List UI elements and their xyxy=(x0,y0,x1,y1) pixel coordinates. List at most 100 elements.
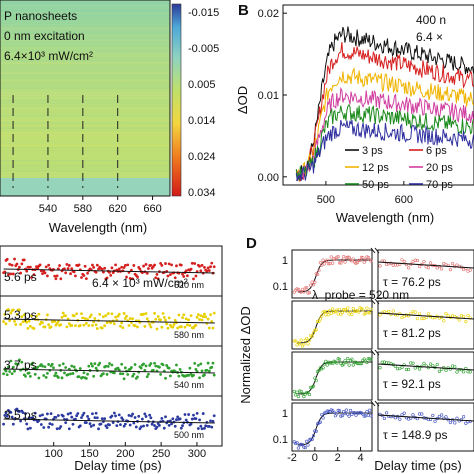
normalized-point xyxy=(342,254,346,259)
heatmap-stripe xyxy=(0,2,170,4)
kinetics-panel-frame xyxy=(0,395,223,447)
kinetics-point xyxy=(92,374,96,378)
kinetics-point xyxy=(69,272,72,276)
kinetics-point xyxy=(94,270,98,274)
kinetics-point xyxy=(41,321,44,325)
normalized-point xyxy=(437,414,442,419)
normalized-point xyxy=(391,309,395,313)
kinetics-point xyxy=(199,314,203,318)
normalized-point xyxy=(378,264,382,268)
spectra-x-label: Wavelength (nm) xyxy=(336,210,435,225)
kinetics-point xyxy=(93,362,97,366)
kinetics-point xyxy=(194,324,198,327)
kinetics-point xyxy=(187,318,191,322)
normalized-point xyxy=(313,376,317,380)
normalized-right-frame xyxy=(377,249,474,299)
heatmap-stripe xyxy=(0,80,170,82)
kinetics-point xyxy=(7,273,10,277)
kinetics-point xyxy=(82,323,86,327)
spectra-x-ticks: 500 600 xyxy=(317,181,413,206)
normalized-x-tick-label: 4 xyxy=(358,452,364,464)
kinetics-point xyxy=(20,262,24,266)
kinetics-point xyxy=(49,412,53,415)
normalized-point xyxy=(331,307,335,311)
heatmap-stripe xyxy=(0,25,170,27)
kinetics-point xyxy=(24,374,27,378)
kinetics-point xyxy=(200,318,204,322)
kinetics-point xyxy=(150,422,154,426)
normalized-point xyxy=(307,338,311,342)
kinetics-point xyxy=(200,427,204,431)
panel-a: P nanosheets 0 nm excitation 6.4×10³ mW/… xyxy=(0,0,219,235)
kinetics-point xyxy=(161,363,165,367)
kinetics-point xyxy=(110,363,114,367)
kinetics-point xyxy=(99,422,103,426)
heatmap-stripe xyxy=(0,35,170,37)
kinetics-point xyxy=(210,261,214,265)
kinetics-point xyxy=(170,263,173,267)
normalized-point xyxy=(344,408,349,412)
kinetics-point xyxy=(43,365,47,369)
kinetics-point xyxy=(193,262,197,265)
normalized-point xyxy=(311,434,316,438)
kinetics-point xyxy=(50,423,54,426)
kinetics-point xyxy=(209,265,212,269)
normalized-point xyxy=(413,310,417,314)
kinetics-point xyxy=(184,269,188,273)
kinetics-point xyxy=(69,372,72,376)
normalized-point xyxy=(431,413,435,418)
kinetics-point xyxy=(72,270,76,274)
normalized-point xyxy=(299,338,303,342)
kinetics-point xyxy=(78,424,82,428)
kinetics-point xyxy=(80,416,83,420)
heatmap-stripe xyxy=(0,67,170,69)
kinetics-point xyxy=(114,263,117,267)
kinetics-point xyxy=(76,412,80,415)
kinetics-point xyxy=(20,360,24,364)
normalized-point xyxy=(451,261,455,266)
normalized-point xyxy=(440,413,444,417)
kinetics-point xyxy=(86,271,89,275)
kinetics-point xyxy=(88,422,92,426)
kinetics-point xyxy=(161,312,165,315)
kinetics-point xyxy=(130,366,133,369)
kinetics-point xyxy=(195,315,199,319)
kinetics-point xyxy=(27,319,31,323)
heatmap-stripe xyxy=(0,137,170,139)
kinetics-point xyxy=(149,362,153,365)
kinetics-point xyxy=(127,324,131,327)
kinetics-point xyxy=(44,265,48,269)
kinetics-point xyxy=(86,415,89,418)
heatmap-stripe xyxy=(0,167,170,169)
kinetics-point xyxy=(175,264,178,268)
spectra-title-1: 400 n xyxy=(416,13,446,27)
kinetics-point xyxy=(47,363,51,366)
kinetics-point xyxy=(173,318,177,322)
kinetics-point xyxy=(54,277,58,281)
kinetics-point xyxy=(192,326,195,330)
kinetics-point xyxy=(190,261,194,265)
kinetics-point xyxy=(144,415,148,418)
kinetics-point xyxy=(98,361,102,365)
normalized-point xyxy=(369,414,373,418)
kinetics-point xyxy=(136,375,139,379)
heatmap-stripe xyxy=(0,7,170,9)
normalized-decay-fit xyxy=(377,363,474,371)
kinetics-point xyxy=(27,371,31,375)
kinetics-point xyxy=(137,414,141,418)
kinetics-point xyxy=(103,324,107,328)
kinetics-x-tick-label: 100 xyxy=(45,448,63,460)
kinetics-point xyxy=(47,323,51,327)
kinetics-point xyxy=(167,366,171,370)
normalized-point xyxy=(362,414,366,418)
normalized-left-frame xyxy=(291,351,373,401)
normalized-x-tick-label: 0 xyxy=(312,452,318,464)
kinetics-point xyxy=(166,274,170,278)
axis-break-mark xyxy=(374,298,380,305)
kinetics-point xyxy=(210,425,214,429)
kinetics-point xyxy=(177,313,181,317)
kinetics-point xyxy=(102,270,105,274)
normalized-point xyxy=(307,290,311,295)
kinetics-point xyxy=(86,317,89,321)
